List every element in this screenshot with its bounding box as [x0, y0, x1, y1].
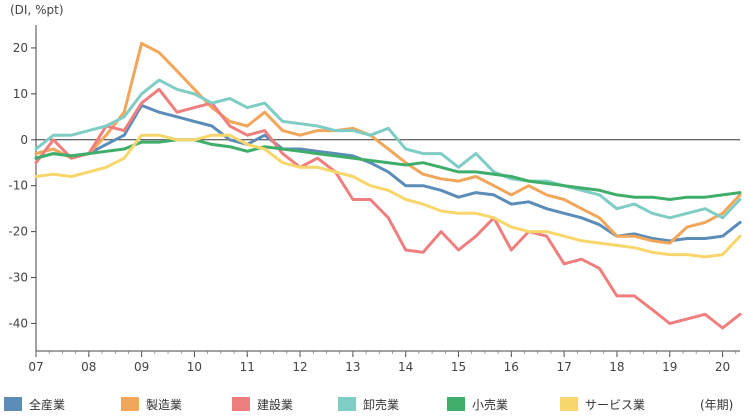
legend-swatch [232, 397, 250, 411]
y-tick-label: 20 [13, 41, 28, 55]
legend-swatch [4, 397, 22, 411]
series-line-建設業 [34, 87, 742, 330]
x-tick-label: 15 [451, 360, 466, 374]
legend-label: サービス業 [585, 397, 646, 412]
legend-item: 製造業 [121, 394, 182, 414]
series-line-全産業 [34, 103, 742, 243]
legend-item: 全産業 [4, 394, 65, 414]
legend-item: 卸売業 [338, 394, 399, 414]
series-line-卸売業 [34, 78, 742, 220]
x-tick-label: 16 [504, 360, 519, 374]
line-chart: 20 10 0 -10 -20 -30 -40 07 08 09 10 11 12 13 14 15 16 17 1… [8, 25, 742, 374]
x-tick-label: 18 [609, 360, 624, 374]
x-tick-label: 08 [81, 360, 96, 374]
x-tick-label: 10 [187, 360, 202, 374]
legend-swatch [447, 397, 465, 411]
y-tick-label: -30 [8, 271, 28, 285]
legend-label: 小売業 [472, 397, 509, 412]
legend-item: 建設業 [232, 394, 293, 414]
x-tick-label: 14 [398, 360, 413, 374]
x-unit-label: (年期) [700, 398, 734, 412]
x-tick-label: 11 [240, 360, 255, 374]
y-unit-label: (DI, %pt) [10, 3, 64, 17]
y-tick-label: 0 [20, 133, 28, 147]
legend-swatch [338, 397, 356, 411]
y-tick-label: -10 [8, 179, 28, 193]
x-tick-label: 20 [715, 360, 730, 374]
legend-label: 全産業 [29, 397, 66, 412]
x-tick-label: 07 [28, 360, 43, 374]
legend-label: 建設業 [257, 397, 294, 412]
legend-label: 製造業 [146, 397, 183, 412]
legend-item: 小売業 [447, 394, 508, 414]
series-line-サービス業 [34, 133, 742, 259]
series-line-製造業 [34, 41, 742, 245]
y-tick-label: 10 [13, 87, 28, 101]
y-tick-label: -40 [8, 316, 28, 330]
legend-label: 卸売業 [363, 397, 400, 412]
series-lines [34, 41, 742, 330]
x-tick-label: 17 [556, 360, 571, 374]
legend-swatch [560, 397, 578, 411]
x-tick-label: 13 [345, 360, 360, 374]
y-tick-label: -20 [8, 225, 28, 239]
legend: 全産業 製造業 建設業 卸売業 小売業 サービス業 [0, 394, 750, 414]
series-line-小売業 [34, 138, 742, 201]
x-tick-label: 09 [134, 360, 149, 374]
chart-axes: 20 10 0 -10 -20 -30 -40 07 08 09 10 11 12 13 14 15 16 17 1… [8, 25, 740, 374]
legend-swatch [121, 397, 139, 411]
x-tick-label: 12 [292, 360, 307, 374]
legend-item: サービス業 [560, 394, 645, 414]
x-tick-label: 19 [662, 360, 677, 374]
